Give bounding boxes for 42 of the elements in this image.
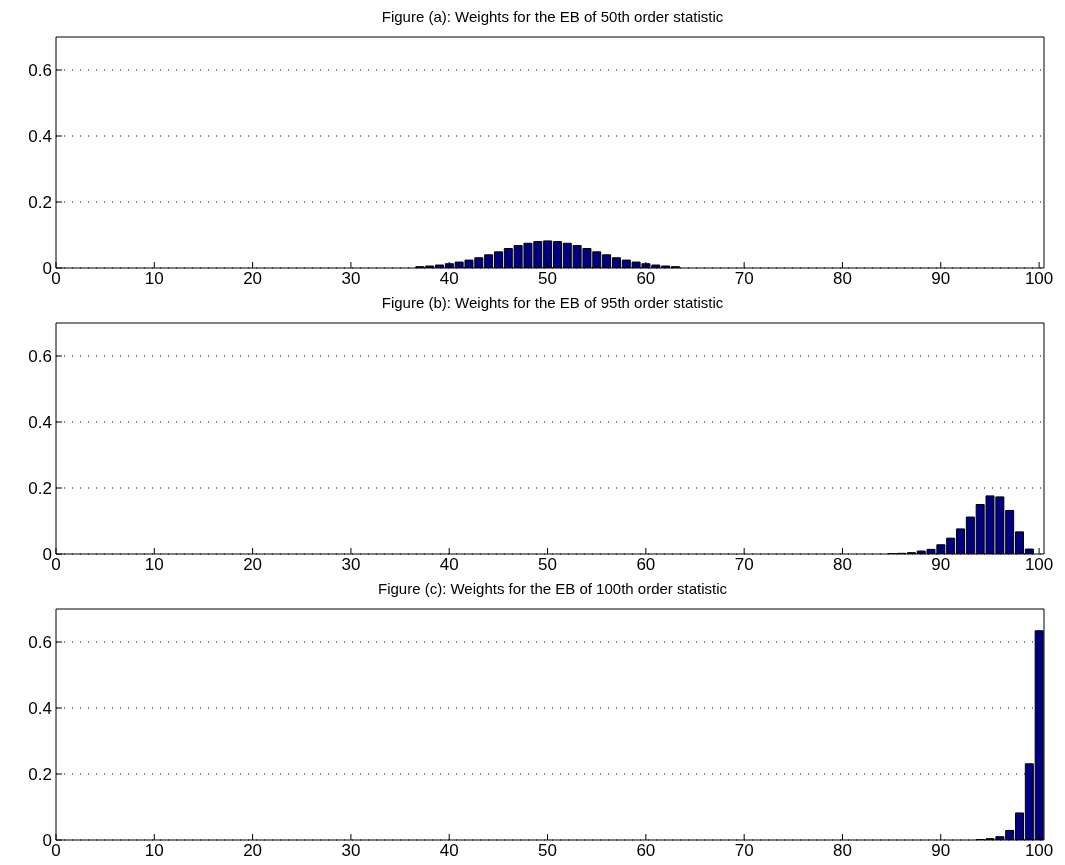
x-tick-label: 70 bbox=[734, 269, 754, 289]
x-tick-label: 30 bbox=[341, 269, 361, 289]
y-tick-label: 0.6 bbox=[28, 633, 52, 653]
x-tick-label: 40 bbox=[439, 841, 459, 861]
x-tick-label: 20 bbox=[243, 841, 263, 861]
x-tick-label: 70 bbox=[734, 555, 754, 575]
x-tick-label: 90 bbox=[931, 841, 951, 861]
x-tick-label: 10 bbox=[144, 555, 164, 575]
x-tick-label: 40 bbox=[439, 555, 459, 575]
x-tick-label: 100 bbox=[1024, 841, 1054, 861]
x-tick-label: 10 bbox=[144, 841, 164, 861]
x-tick-label: 60 bbox=[636, 841, 656, 861]
x-tick-label: 50 bbox=[538, 269, 557, 289]
y-tick-label: 0.6 bbox=[28, 347, 52, 367]
x-tick-label: 10 bbox=[144, 269, 164, 289]
x-tick-label: 80 bbox=[833, 269, 852, 289]
chart-title: Figure (a): Weights for the EB of 50th order statistic bbox=[380, 8, 725, 27]
x-tick-label: 90 bbox=[931, 555, 951, 575]
chart-title: Figure (c): Weights for the EB of 100th order statistic bbox=[376, 580, 728, 599]
x-tick-label: 60 bbox=[636, 555, 656, 575]
x-tick-label: 90 bbox=[931, 269, 951, 289]
y-tick-label: 0.6 bbox=[28, 61, 52, 81]
x-tick-label: 60 bbox=[636, 269, 656, 289]
y-tick-label: 0.2 bbox=[28, 479, 52, 499]
y-tick-label: 0.4 bbox=[28, 127, 52, 147]
x-tick-label: 30 bbox=[341, 841, 361, 861]
x-tick-label: 30 bbox=[341, 555, 361, 575]
x-tick-label: 20 bbox=[243, 555, 263, 575]
x-tick-label: 100 bbox=[1024, 269, 1054, 289]
x-tick-label: 50 bbox=[538, 841, 557, 861]
chart-title: Figure (b): Weights for the EB of 95th order statistic bbox=[380, 294, 725, 313]
x-tick-label: 100 bbox=[1024, 555, 1054, 575]
x-tick-label: 40 bbox=[439, 269, 459, 289]
x-tick-label: 20 bbox=[243, 269, 263, 289]
x-tick-label: 80 bbox=[833, 555, 852, 575]
y-tick-label: 0.2 bbox=[28, 765, 52, 785]
y-tick-label: 0.4 bbox=[28, 413, 52, 433]
y-tick-label: 0.4 bbox=[28, 699, 52, 719]
x-tick-label: 80 bbox=[833, 841, 852, 861]
x-tick-label: 50 bbox=[538, 555, 557, 575]
y-tick-label: 0.2 bbox=[28, 193, 52, 213]
x-tick-label: 70 bbox=[734, 841, 754, 861]
